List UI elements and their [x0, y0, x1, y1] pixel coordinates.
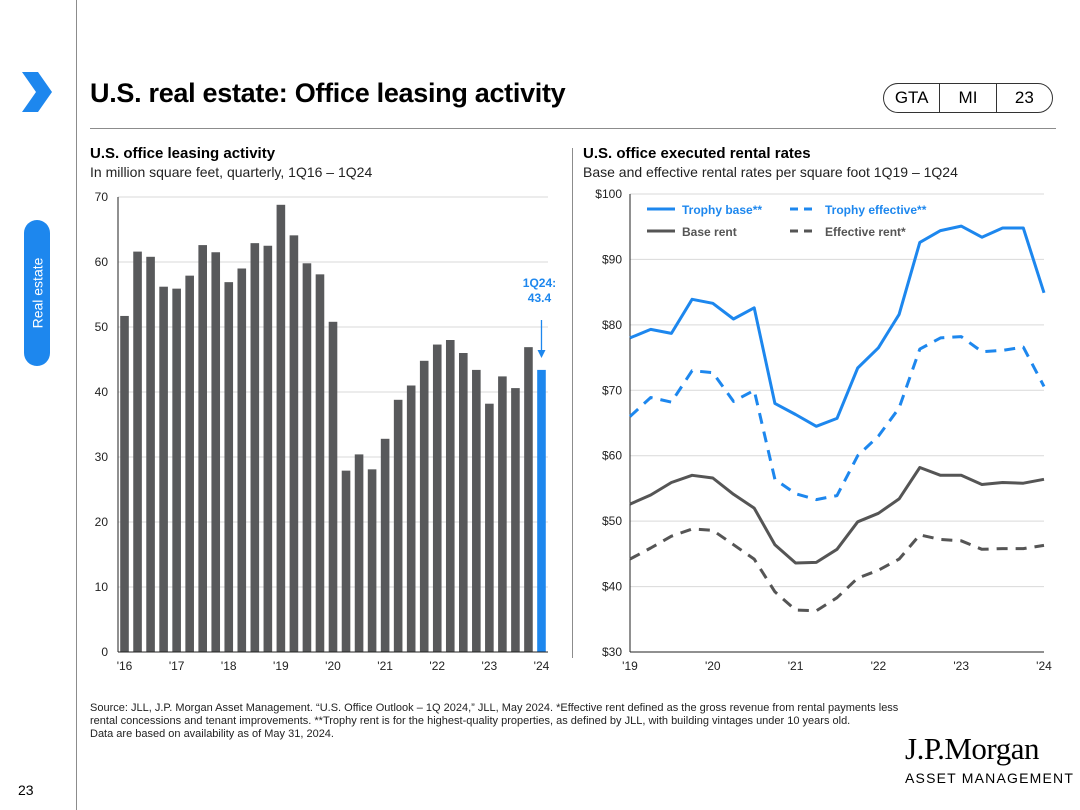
bar — [432, 344, 442, 652]
bar — [146, 256, 155, 652]
bar — [198, 245, 207, 652]
bar — [445, 340, 455, 652]
y-tick-label: 50 — [95, 320, 109, 334]
x-tick-label: '22 — [871, 659, 887, 673]
legend-label: Trophy base** — [682, 203, 762, 217]
leasing-activity-bar-chart: 0 10 20 30 40 50 60 70 '16 '17 '18 '19 '20 '21 '22 '23 '… — [95, 190, 557, 673]
footnote: Source: JLL, J.P. Morgan Asset Managemen… — [90, 702, 900, 741]
section-tab-real-estate[interactable]: Real estate — [24, 220, 50, 366]
bar — [315, 274, 325, 652]
y-tick-label: $30 — [602, 645, 622, 659]
bar — [133, 251, 142, 652]
bar — [250, 243, 260, 652]
x-tick-label: '21 — [377, 659, 393, 673]
annotation-arrowhead — [537, 350, 546, 358]
legend-label: Base rent — [682, 225, 737, 239]
y-tick-label: 20 — [95, 515, 109, 529]
bar — [498, 376, 507, 652]
logo-line1: J.P.Morgan — [905, 731, 1039, 766]
chart-divider — [572, 148, 573, 658]
bar — [341, 470, 351, 652]
pill-gta[interactable]: GTA — [894, 88, 929, 107]
right-chart-subtitle: Base and effective rental rates per squa… — [583, 164, 958, 180]
legend-label: Trophy effective** — [825, 203, 927, 217]
bar — [224, 282, 234, 652]
x-tick-label: '18 — [221, 659, 237, 673]
x-tick-label: '17 — [169, 659, 185, 673]
bar — [159, 286, 168, 652]
bar — [211, 252, 221, 652]
bar — [485, 403, 494, 652]
x-tick-label: '22 — [429, 659, 445, 673]
bar — [289, 235, 299, 652]
legend-label: Effective rent* — [825, 225, 906, 239]
x-tick-label: '23 — [953, 659, 969, 673]
x-tick-label: '21 — [788, 659, 804, 673]
bar — [328, 321, 338, 652]
bar — [185, 275, 194, 652]
bar-highlight — [537, 369, 546, 652]
bar — [511, 388, 520, 652]
jpmorgan-logo: J.P.Morgan ASSET MANAGEMENT — [905, 731, 1075, 787]
bar — [120, 315, 129, 652]
bar — [380, 438, 390, 652]
bar — [419, 360, 429, 652]
series-line — [629, 466, 1045, 565]
bar — [472, 369, 481, 652]
x-tick-label: '19 — [622, 659, 638, 673]
y-tick-label: $70 — [602, 383, 622, 397]
y-tick-label: 40 — [95, 385, 109, 399]
logo-line2: ASSET MANAGEMENT — [905, 770, 1075, 786]
y-tick-label: $50 — [602, 514, 622, 528]
y-tick-label: $80 — [602, 318, 622, 332]
chevron-right-icon — [22, 72, 52, 112]
left-chart-title: U.S. office leasing activity — [90, 145, 276, 162]
y-tick-label: 30 — [95, 450, 109, 464]
footnote-source: Source: JLL, J.P. Morgan Asset Managemen… — [90, 702, 899, 727]
x-tick-label: '20 — [705, 659, 721, 673]
page-number: 23 — [18, 782, 34, 798]
annotation-label: 1Q24: — [523, 276, 556, 290]
x-tick-label: '19 — [273, 659, 289, 673]
bar — [302, 263, 312, 652]
y-tick-label: $90 — [602, 252, 622, 266]
x-tick-label: '24 — [1036, 659, 1052, 673]
bar — [393, 399, 403, 652]
pill-page: 23 — [995, 84, 1052, 112]
bar — [354, 454, 364, 652]
x-tick-label: '16 — [117, 659, 133, 673]
bar — [524, 347, 533, 652]
bar — [406, 385, 416, 652]
x-tick-label: '23 — [482, 659, 498, 673]
series-line — [629, 224, 1046, 428]
right-chart-title: U.S. office executed rental rates — [583, 145, 811, 162]
bar — [459, 353, 468, 652]
page-title: U.S. real estate: Office leasing activit… — [90, 78, 566, 108]
y-tick-label: $40 — [602, 580, 622, 594]
series-line — [629, 527, 1045, 613]
left-chart-subtitle: In million square feet, quarterly, 1Q16 … — [90, 164, 373, 180]
bar — [276, 204, 286, 653]
annotation-value: 43.4 — [528, 291, 552, 305]
bar — [367, 469, 377, 652]
y-tick-label: 10 — [95, 580, 109, 594]
pill-mi[interactable]: MI — [939, 84, 995, 112]
left-margin-rule — [76, 0, 77, 810]
title-rule — [90, 128, 1056, 129]
y-tick-label: $60 — [602, 449, 622, 463]
bar — [263, 245, 273, 652]
bar — [172, 288, 181, 652]
x-tick-label: '20 — [325, 659, 341, 673]
y-tick-label: 70 — [95, 190, 109, 204]
footnote-date: Data are based on availability as of May… — [90, 728, 334, 740]
y-tick-label: 60 — [95, 255, 109, 269]
x-tick-label: '24 — [534, 659, 550, 673]
rental-rates-line-chart: $30 $40 $50 $60 $70 $80 $90 $100 '19 '20 '21 '22 '23… — [595, 187, 1052, 673]
series-line — [628, 335, 1046, 502]
y-tick-label: 0 — [101, 645, 108, 659]
guide-pill: GTA MI 23 — [883, 83, 1053, 113]
y-tick-label: $100 — [595, 187, 622, 201]
bar — [237, 268, 247, 652]
